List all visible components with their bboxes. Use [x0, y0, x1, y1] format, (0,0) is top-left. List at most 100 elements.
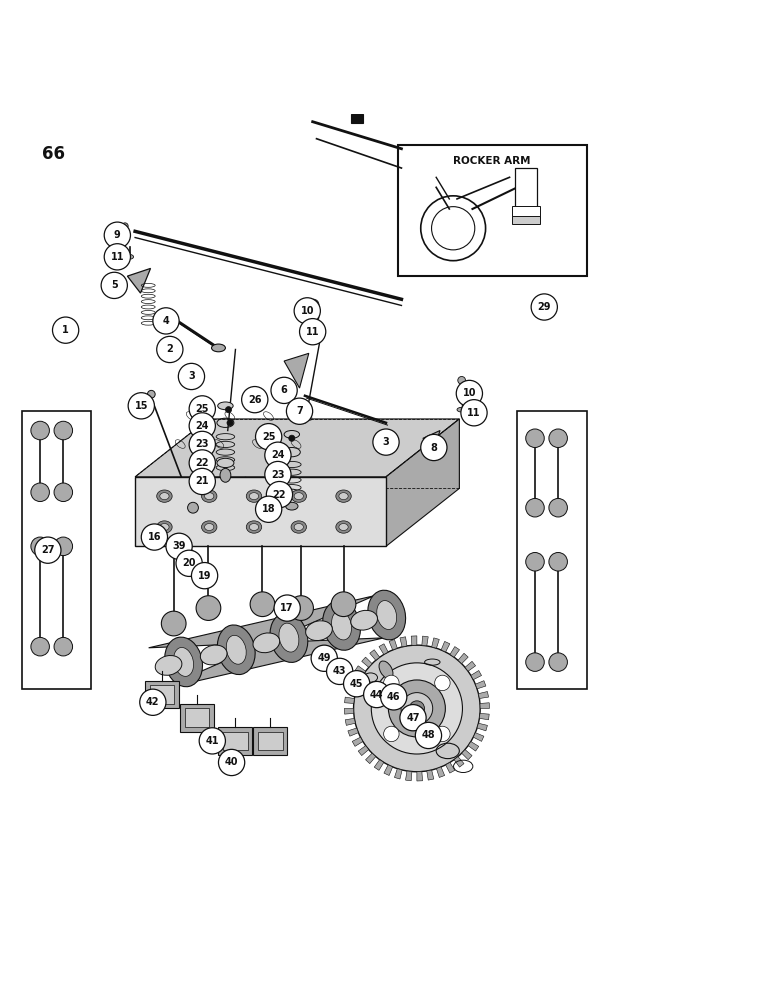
Polygon shape — [476, 681, 486, 689]
Circle shape — [166, 533, 192, 559]
Text: 5: 5 — [111, 280, 117, 290]
Circle shape — [242, 387, 268, 413]
Text: 24: 24 — [271, 450, 285, 460]
Circle shape — [421, 434, 447, 461]
Polygon shape — [352, 737, 363, 746]
Circle shape — [31, 483, 49, 502]
Ellipse shape — [336, 490, 351, 502]
Text: 24: 24 — [195, 421, 209, 431]
Circle shape — [31, 637, 49, 656]
Circle shape — [188, 502, 198, 513]
Polygon shape — [389, 639, 398, 650]
Ellipse shape — [164, 637, 202, 687]
Ellipse shape — [270, 613, 308, 662]
Polygon shape — [454, 757, 464, 767]
Ellipse shape — [217, 458, 234, 468]
Bar — [185, 708, 209, 727]
Circle shape — [415, 722, 442, 749]
Text: 66: 66 — [42, 145, 66, 163]
Polygon shape — [422, 636, 428, 646]
Ellipse shape — [220, 468, 231, 482]
Ellipse shape — [205, 524, 214, 530]
Circle shape — [35, 537, 61, 563]
Polygon shape — [208, 419, 459, 488]
Circle shape — [526, 498, 544, 517]
Circle shape — [104, 222, 130, 248]
Circle shape — [435, 726, 450, 742]
Text: 17: 17 — [280, 603, 294, 613]
Circle shape — [141, 524, 168, 550]
Circle shape — [331, 592, 356, 617]
Circle shape — [300, 319, 326, 345]
Bar — [517, 411, 587, 689]
Polygon shape — [405, 771, 412, 781]
Bar — [180, 704, 214, 732]
Circle shape — [147, 390, 155, 398]
Circle shape — [191, 563, 218, 589]
Polygon shape — [479, 713, 489, 720]
Bar — [515, 168, 537, 207]
Polygon shape — [347, 686, 357, 694]
Circle shape — [161, 611, 186, 636]
Text: 18: 18 — [262, 504, 276, 514]
Text: 1: 1 — [63, 325, 69, 335]
Ellipse shape — [336, 521, 351, 533]
Ellipse shape — [323, 601, 361, 650]
Ellipse shape — [291, 490, 306, 502]
Polygon shape — [379, 644, 388, 654]
Polygon shape — [370, 650, 380, 660]
Ellipse shape — [201, 521, 217, 533]
Circle shape — [373, 429, 399, 455]
Text: 3: 3 — [188, 371, 195, 381]
Text: 22: 22 — [273, 490, 286, 500]
Text: 49: 49 — [317, 653, 331, 663]
Polygon shape — [358, 746, 369, 756]
Circle shape — [456, 380, 482, 407]
Circle shape — [388, 680, 445, 737]
Bar — [512, 206, 540, 218]
Text: 4: 4 — [163, 316, 169, 326]
Circle shape — [256, 424, 282, 450]
Text: 10: 10 — [462, 388, 476, 398]
Circle shape — [256, 496, 282, 522]
Bar — [223, 732, 248, 750]
Circle shape — [289, 435, 295, 441]
Text: 47: 47 — [406, 713, 420, 723]
Circle shape — [265, 442, 291, 468]
Circle shape — [526, 429, 544, 448]
Bar — [22, 411, 91, 689]
Circle shape — [435, 675, 450, 691]
Polygon shape — [441, 641, 450, 652]
Circle shape — [189, 413, 215, 439]
Ellipse shape — [377, 601, 397, 629]
Circle shape — [364, 681, 390, 708]
Polygon shape — [355, 666, 366, 675]
Text: 45: 45 — [350, 679, 364, 689]
Circle shape — [128, 393, 154, 419]
Ellipse shape — [339, 524, 348, 530]
Circle shape — [409, 701, 425, 716]
Circle shape — [189, 431, 215, 458]
Circle shape — [122, 223, 128, 229]
Polygon shape — [432, 638, 439, 648]
Text: 46: 46 — [387, 692, 401, 702]
Text: 23: 23 — [195, 439, 209, 449]
Circle shape — [54, 637, 73, 656]
Text: 11: 11 — [467, 408, 481, 418]
Text: 19: 19 — [198, 571, 212, 581]
Ellipse shape — [339, 493, 348, 500]
Text: 11: 11 — [110, 252, 124, 262]
Circle shape — [294, 298, 320, 324]
Circle shape — [218, 749, 245, 776]
Circle shape — [327, 658, 353, 685]
Text: 26: 26 — [248, 395, 262, 405]
Circle shape — [400, 705, 426, 731]
Text: 44: 44 — [370, 690, 384, 700]
Polygon shape — [384, 765, 393, 775]
Ellipse shape — [294, 524, 303, 530]
Ellipse shape — [379, 661, 393, 679]
Circle shape — [157, 336, 183, 363]
Ellipse shape — [157, 521, 172, 533]
Ellipse shape — [167, 546, 181, 553]
Circle shape — [371, 663, 462, 754]
